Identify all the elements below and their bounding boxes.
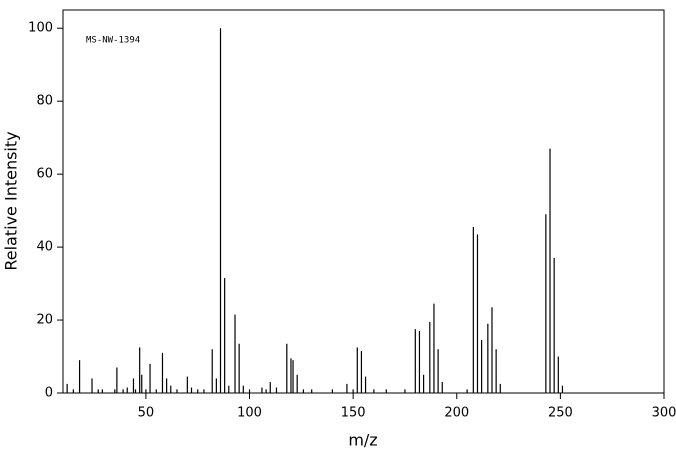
y-tick-label: 40 [36,240,53,255]
annotation: MS-NW-1394 [86,36,140,46]
x-tick-label: 250 [548,406,573,421]
x-tick-label: 100 [237,406,262,421]
y-axis-label: Relative Intensity [2,131,21,270]
x-tick-label: 150 [341,406,366,421]
y-tick-label: 20 [36,313,53,328]
y-tick-label: 100 [28,21,53,36]
plot-frame [62,9,665,394]
x-axis-label: m/z [348,431,377,450]
y-tick-label: 80 [36,94,53,109]
x-tick-label: 300 [652,406,676,421]
x-tick-label: 50 [138,406,155,421]
x-tick-label: 200 [444,406,469,421]
y-tick-label: 60 [36,167,53,182]
y-tick-label: 0 [45,386,53,401]
